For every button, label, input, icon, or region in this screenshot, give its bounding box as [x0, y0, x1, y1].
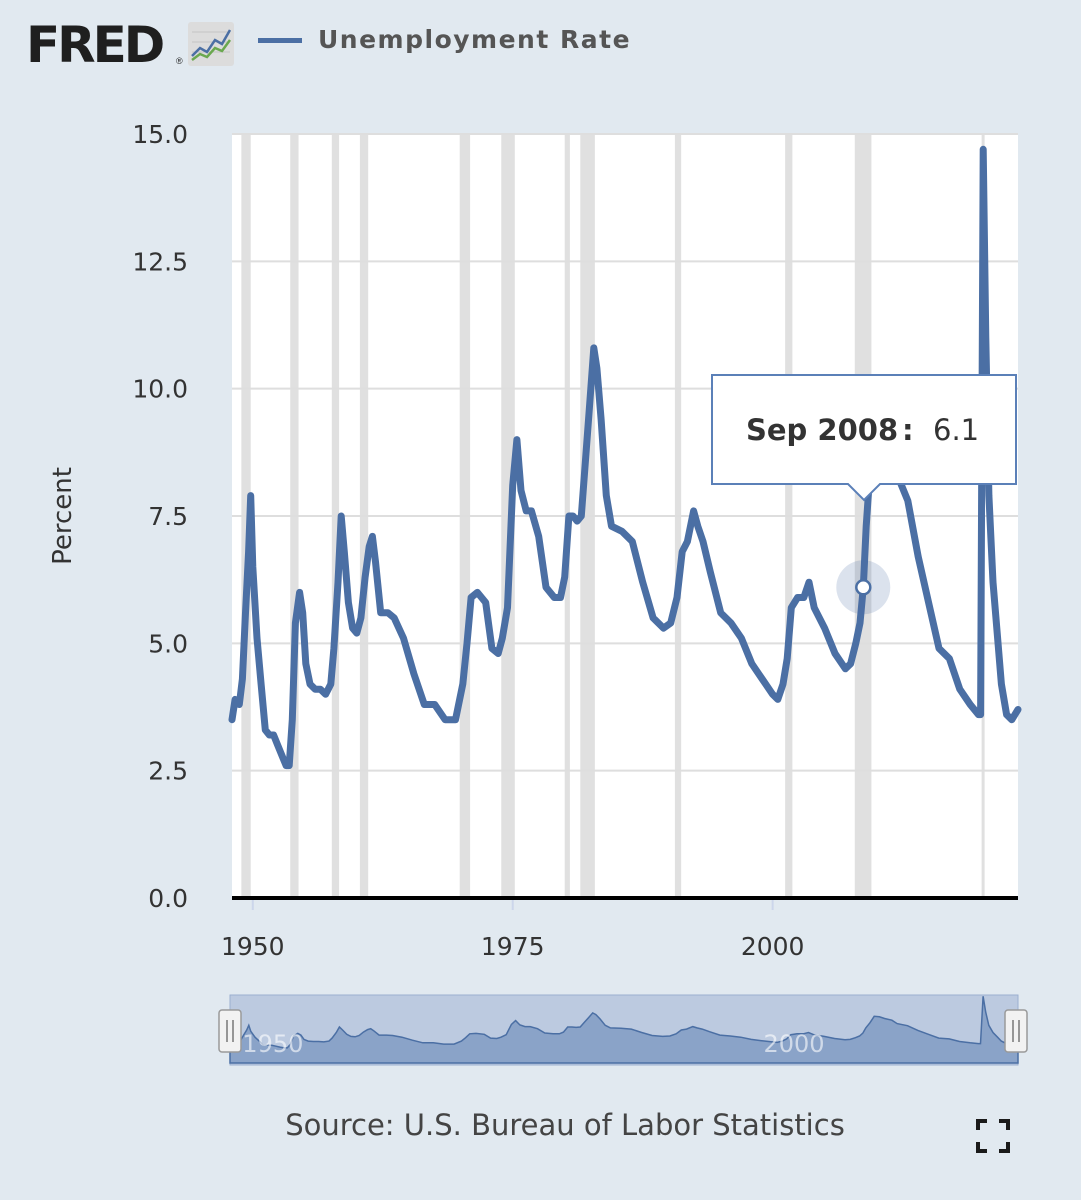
- range-navigator[interactable]: 1950 2000: [218, 994, 1028, 1066]
- hover-marker[interactable]: [836, 560, 891, 615]
- y-tick-label: 15.0: [132, 120, 188, 149]
- fred-logo[interactable]: FRED: [26, 16, 165, 74]
- navigator-handle-left[interactable]: [218, 1009, 242, 1053]
- y-axis-label: Percent: [48, 467, 78, 565]
- fullscreen-icon[interactable]: [975, 1118, 1011, 1154]
- x-tick-label: 2000: [741, 932, 805, 961]
- navigator-labels: 1950 2000: [242, 1030, 824, 1058]
- x-tick-label: 1975: [481, 932, 545, 961]
- navigator-tick-label: 1950: [242, 1030, 303, 1058]
- tooltip-date: Sep 2008: [746, 413, 898, 447]
- tooltip-box: [711, 374, 1017, 502]
- legend-swatch[interactable]: [258, 38, 302, 43]
- source-text: Source: U.S. Bureau of Labor Statistics: [285, 1108, 845, 1142]
- hover-point[interactable]: [855, 579, 872, 596]
- navigator-tick-label: 2000: [763, 1030, 824, 1058]
- y-tick-label: 12.5: [132, 247, 188, 276]
- x-tick-label: 1950: [221, 932, 285, 961]
- navigator-series-area: [229, 996, 1019, 1064]
- tooltip-value: 6.1: [933, 413, 979, 447]
- y-axis: 0.0 2.5 5.0 7.5 10.0 12.5 15.0: [132, 120, 188, 913]
- y-tick-label: 5.0: [148, 629, 188, 658]
- y-tick-label: 2.5: [148, 757, 188, 786]
- gridlines: [232, 133, 1018, 772]
- tooltip: Sep 2008 : 6.1: [711, 374, 1017, 502]
- y-tick-label: 7.5: [148, 502, 188, 531]
- navigator-handle-right[interactable]: [1004, 1009, 1028, 1053]
- y-tick-label: 0.0: [148, 884, 188, 913]
- line-graph-icon: [188, 22, 234, 66]
- legend-label[interactable]: Unemployment Rate: [318, 25, 632, 54]
- tooltip-colon: :: [902, 413, 914, 447]
- registered-mark: ®: [176, 56, 183, 66]
- unemployment-chart: 0.0 2.5 5.0 7.5 10.0 12.5 15.0 1950 1975 2000 Pe…: [48, 120, 1028, 1066]
- x-axis: 1950 1975 2000: [221, 898, 804, 961]
- chart-header: FRED ® Unemployment Rate: [0, 0, 1081, 90]
- y-tick-label: 10.0: [132, 375, 188, 404]
